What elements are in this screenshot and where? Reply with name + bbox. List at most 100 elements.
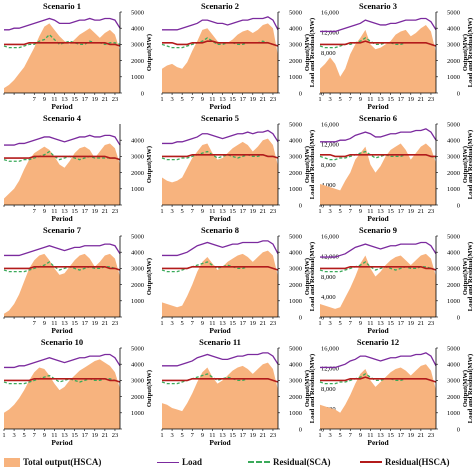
x-tick-label: 1 xyxy=(160,432,163,439)
y-right-tick-label: 0 xyxy=(321,202,324,209)
x-tick-label: 7 xyxy=(33,320,37,327)
x-tick-label: 17 xyxy=(397,432,404,439)
y-tick-label: 5000 xyxy=(447,121,460,128)
y-tick-label: 3000 xyxy=(289,266,302,273)
y-tick-label: 0 xyxy=(141,90,144,97)
y-axis-label-load-residual: Load and Residual(MW) xyxy=(309,354,316,423)
x-tick-label: 15 xyxy=(387,96,394,103)
x-tick-label: 17 xyxy=(81,432,88,439)
x-tick-label: 21 xyxy=(418,432,425,439)
x-tick-label: 23 xyxy=(270,320,277,327)
series-area-total-output xyxy=(320,364,436,429)
y-right-tick-label: 16,000 xyxy=(321,121,339,128)
x-tick-label: 13 xyxy=(377,208,384,215)
y-axis-label-load-residual: Load and Residual(MW) xyxy=(467,130,474,199)
x-tick-label: 15 xyxy=(229,96,236,103)
x-tick-label: 11 xyxy=(367,208,373,215)
y-tick-label: 3000 xyxy=(289,378,302,385)
x-tick-label: 15 xyxy=(71,432,78,439)
x-tick-label: 21 xyxy=(260,432,267,439)
x-tick-label: 5 xyxy=(181,96,184,103)
y-right-tick-label: 16,000 xyxy=(321,345,339,352)
chart-panel-5: Scenario 51 3 5 7 9 11 13 15 17 19 21 23Period01000… xyxy=(160,113,339,223)
x-tick-label: 19 xyxy=(408,432,415,439)
x-tick-label: 15 xyxy=(229,208,236,215)
y-tick-label: 2000 xyxy=(447,58,460,65)
y-tick-label: 3000 xyxy=(289,42,302,49)
x-tick-label: 3 xyxy=(170,208,173,215)
y-tick-label: 4000 xyxy=(131,138,144,145)
x-tick-label: 3 xyxy=(328,96,331,103)
chart-panel-9: Scenario 91 3 5 7 9 11 13 15 17 19 21 23Period01000… xyxy=(318,225,474,335)
x-tick-label: 11 xyxy=(209,96,215,103)
x-tick-label: 21 xyxy=(260,96,267,103)
chart-panel-11: Scenario 111 3 5 7 9 11 13 15 17 19 21 23Period0100… xyxy=(160,337,339,447)
chart-panel-6: Scenario 61 3 5 7 9 11 13 15 17 19 21 23Period01000… xyxy=(318,113,474,223)
series-area-total-output xyxy=(162,250,278,317)
y-tick-label: 5000 xyxy=(289,121,302,128)
x-tick-label: 13 xyxy=(61,320,68,327)
x-tick-label: 1 xyxy=(318,320,321,327)
x-tick-label: 21 xyxy=(418,208,425,215)
y-tick-label: 2000 xyxy=(289,170,302,177)
x-tick-label: 19 xyxy=(250,432,257,439)
x-axis-label: Period xyxy=(367,102,389,111)
x-tick-label: 5 xyxy=(181,320,184,327)
x-tick-label: 15 xyxy=(387,208,394,215)
series-line-residual-hsca xyxy=(4,41,121,47)
x-axis-label: Period xyxy=(367,214,389,223)
series-area-total-output xyxy=(320,143,436,205)
legend-swatch-total-output xyxy=(4,457,20,467)
y-tick-label: 4000 xyxy=(447,138,460,145)
x-tick-label: 21 xyxy=(418,96,425,103)
y-axis-label-output: Output(MW) xyxy=(462,258,469,295)
x-tick-label: 7 xyxy=(33,432,37,439)
x-tick-label: 13 xyxy=(219,208,226,215)
chart-panel-8: Scenario 81 3 5 7 9 11 13 15 17 19 21 23Period01000… xyxy=(160,225,339,335)
x-tick-label: 17 xyxy=(397,208,404,215)
x-tick-label: 1 xyxy=(160,320,163,327)
y-tick-label: 0 xyxy=(299,426,302,433)
x-tick-label: 9 xyxy=(359,432,362,439)
x-tick-label: 11 xyxy=(209,320,215,327)
y-tick-label: 0 xyxy=(299,202,302,209)
series-area-total-output xyxy=(320,24,436,93)
chart-panel-4: Scenario 4 7 9 11 13 15 17 19 21 23 Period 1000 2000… xyxy=(3,113,153,223)
x-axis-label: Period xyxy=(51,214,73,223)
chart-title: Scenario 2 xyxy=(201,1,239,11)
y-tick-label: 1000 xyxy=(131,186,144,193)
series-line-load xyxy=(4,353,121,369)
x-tick-label: 5 xyxy=(23,432,26,439)
x-tick-label: 23 xyxy=(428,208,435,215)
x-tick-label: 9 xyxy=(43,320,46,327)
x-tick-label: 23 xyxy=(428,96,435,103)
chart-title: Scenario 7 xyxy=(43,225,82,235)
y-tick-label: 4000 xyxy=(131,362,144,369)
y-axis-label-load-residual: Load and Residual(MW) xyxy=(309,18,316,87)
y-tick-label: 3000 xyxy=(447,266,460,273)
series-line-residual-hsca xyxy=(4,155,121,161)
y-axis-label-output: Output(MW) xyxy=(146,146,153,183)
x-tick-label: 3 xyxy=(170,320,173,327)
legend-item-residual-sca: Residual(SCA) xyxy=(248,452,331,472)
chart-title: Scenario 11 xyxy=(199,337,241,347)
series-line-load xyxy=(320,352,437,369)
series-line-residual-hsca xyxy=(320,376,437,383)
y-tick-label: 2000 xyxy=(131,282,144,289)
x-tick-label: 3 xyxy=(328,432,331,439)
y-tick-label: 1000 xyxy=(289,186,302,193)
x-tick-label: 19 xyxy=(408,208,415,215)
y-tick-label: 3000 xyxy=(131,42,144,49)
y-tick-label: 3000 xyxy=(447,154,460,161)
x-tick-label: 9 xyxy=(43,208,46,215)
y-tick-label: 2000 xyxy=(447,170,460,177)
y-right-tick-label: 8,000 xyxy=(321,50,336,57)
y-tick-label: 3000 xyxy=(131,378,144,385)
y-tick-label: 0 xyxy=(299,314,302,321)
x-tick-label: 11 xyxy=(367,320,373,327)
chart-title: Scenario 12 xyxy=(357,337,399,347)
y-right-tick-label: 8,000 xyxy=(321,274,336,281)
series-area-total-output xyxy=(4,359,120,429)
x-tick-label: 21 xyxy=(102,208,109,215)
chart-title: Scenario 9 xyxy=(359,225,397,235)
